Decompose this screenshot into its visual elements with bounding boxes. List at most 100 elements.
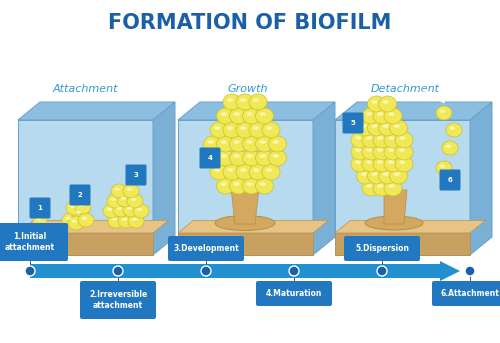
FancyArrow shape xyxy=(30,261,460,281)
Ellipse shape xyxy=(230,136,248,152)
Polygon shape xyxy=(178,120,313,255)
Text: 1: 1 xyxy=(38,205,43,211)
Ellipse shape xyxy=(360,172,367,176)
Ellipse shape xyxy=(372,100,378,104)
Ellipse shape xyxy=(384,132,402,148)
Ellipse shape xyxy=(78,204,84,207)
Ellipse shape xyxy=(240,126,246,130)
Ellipse shape xyxy=(236,164,254,180)
Ellipse shape xyxy=(62,213,78,227)
Polygon shape xyxy=(384,190,407,224)
Ellipse shape xyxy=(373,132,391,148)
Ellipse shape xyxy=(382,100,389,104)
Ellipse shape xyxy=(373,156,391,172)
Ellipse shape xyxy=(260,112,266,116)
Ellipse shape xyxy=(116,207,122,210)
Ellipse shape xyxy=(216,136,234,152)
Ellipse shape xyxy=(234,182,240,186)
Ellipse shape xyxy=(372,172,378,176)
Ellipse shape xyxy=(66,217,71,220)
Ellipse shape xyxy=(366,160,372,164)
Ellipse shape xyxy=(260,182,266,186)
Text: 5: 5 xyxy=(350,120,356,126)
Polygon shape xyxy=(178,233,313,255)
Ellipse shape xyxy=(446,123,462,137)
Ellipse shape xyxy=(230,178,248,194)
Ellipse shape xyxy=(362,132,380,148)
Ellipse shape xyxy=(446,145,451,148)
Text: Detachment: Detachment xyxy=(370,84,440,94)
Ellipse shape xyxy=(227,126,234,130)
Ellipse shape xyxy=(117,193,133,207)
Ellipse shape xyxy=(70,205,75,208)
Ellipse shape xyxy=(234,154,240,158)
Ellipse shape xyxy=(223,94,241,110)
Polygon shape xyxy=(18,233,153,255)
Ellipse shape xyxy=(390,120,407,136)
Ellipse shape xyxy=(253,168,260,172)
Ellipse shape xyxy=(246,140,253,144)
Ellipse shape xyxy=(373,144,391,160)
Ellipse shape xyxy=(256,178,274,194)
Ellipse shape xyxy=(377,160,384,164)
FancyBboxPatch shape xyxy=(0,223,68,261)
Ellipse shape xyxy=(399,148,406,152)
FancyBboxPatch shape xyxy=(342,113,363,133)
Ellipse shape xyxy=(362,156,380,172)
Ellipse shape xyxy=(384,180,402,196)
Ellipse shape xyxy=(246,182,253,186)
Ellipse shape xyxy=(108,214,124,228)
Ellipse shape xyxy=(120,197,126,200)
Ellipse shape xyxy=(103,204,119,218)
Ellipse shape xyxy=(366,148,372,152)
Ellipse shape xyxy=(127,194,143,208)
Ellipse shape xyxy=(249,122,267,138)
Ellipse shape xyxy=(234,112,240,116)
Ellipse shape xyxy=(373,180,391,196)
Polygon shape xyxy=(178,221,328,233)
FancyBboxPatch shape xyxy=(200,147,220,168)
Ellipse shape xyxy=(242,108,260,124)
Ellipse shape xyxy=(377,184,384,188)
Ellipse shape xyxy=(378,168,396,184)
Ellipse shape xyxy=(227,98,234,102)
Ellipse shape xyxy=(351,132,369,148)
Ellipse shape xyxy=(220,154,227,158)
FancyBboxPatch shape xyxy=(126,165,146,186)
Ellipse shape xyxy=(355,148,362,152)
Ellipse shape xyxy=(388,160,394,164)
Ellipse shape xyxy=(82,217,87,220)
Ellipse shape xyxy=(262,122,280,138)
Text: 4: 4 xyxy=(208,155,212,161)
Text: 6.Attachment: 6.Attachment xyxy=(440,289,500,298)
Ellipse shape xyxy=(216,108,234,124)
Ellipse shape xyxy=(395,156,413,172)
Ellipse shape xyxy=(395,132,413,148)
Polygon shape xyxy=(470,102,492,255)
Text: 1.Initial
attachment: 1.Initial attachment xyxy=(5,232,55,252)
Ellipse shape xyxy=(112,218,117,221)
Text: 6: 6 xyxy=(448,177,452,183)
Ellipse shape xyxy=(378,96,396,112)
Polygon shape xyxy=(231,188,259,224)
Ellipse shape xyxy=(442,141,458,155)
Polygon shape xyxy=(335,221,486,233)
Ellipse shape xyxy=(220,140,227,144)
FancyBboxPatch shape xyxy=(70,185,90,205)
Ellipse shape xyxy=(436,161,452,175)
Ellipse shape xyxy=(440,165,445,168)
Ellipse shape xyxy=(240,168,246,172)
Ellipse shape xyxy=(266,168,272,172)
Ellipse shape xyxy=(372,124,378,128)
Ellipse shape xyxy=(123,203,139,217)
Ellipse shape xyxy=(266,126,272,130)
Ellipse shape xyxy=(75,200,91,214)
Ellipse shape xyxy=(216,150,234,166)
Ellipse shape xyxy=(234,140,240,144)
Ellipse shape xyxy=(373,108,391,124)
FancyBboxPatch shape xyxy=(30,198,50,218)
Ellipse shape xyxy=(76,211,81,214)
Ellipse shape xyxy=(368,168,386,184)
Ellipse shape xyxy=(399,136,406,140)
Ellipse shape xyxy=(366,112,372,116)
